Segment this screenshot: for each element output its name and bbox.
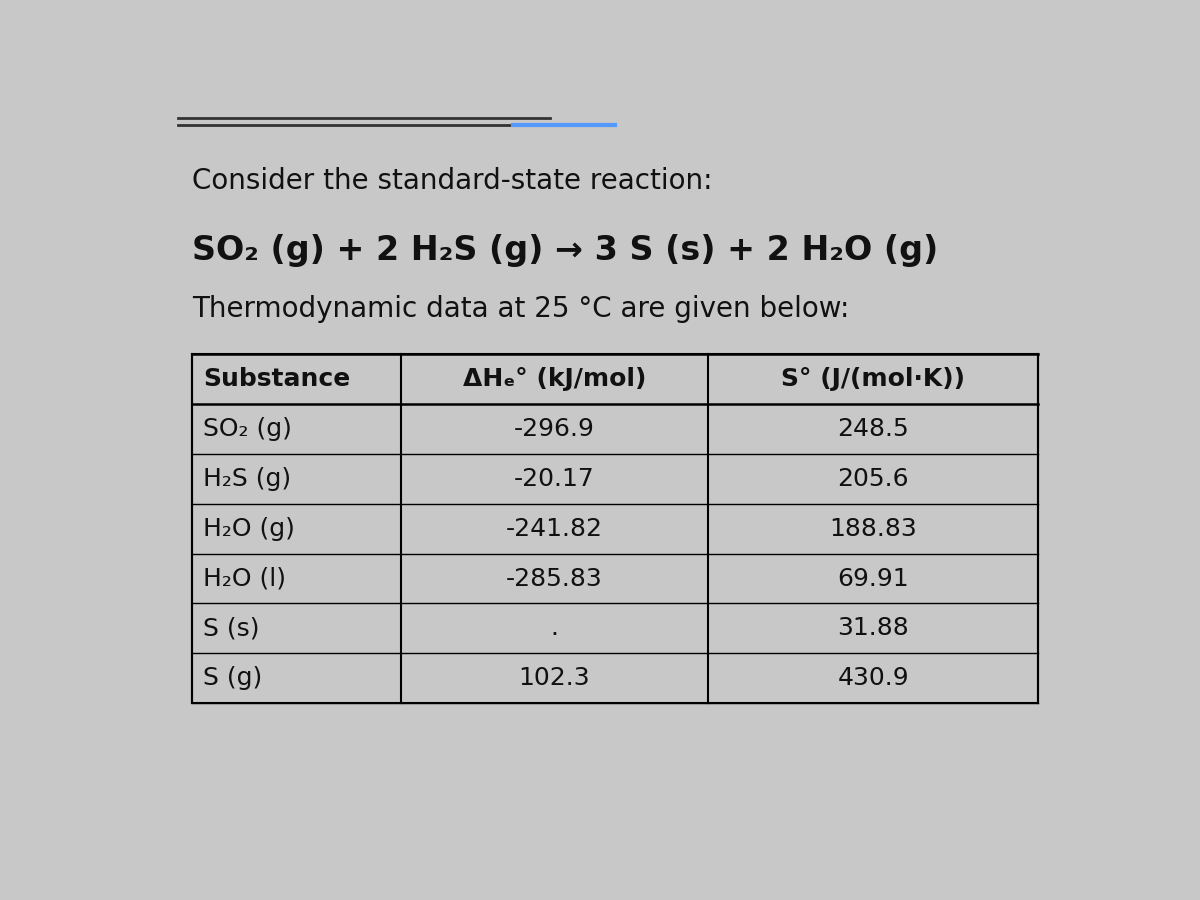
- Text: -296.9: -296.9: [514, 417, 595, 441]
- Text: Consider the standard-state reaction:: Consider the standard-state reaction:: [192, 166, 713, 194]
- Text: S° (J/(mol·K)): S° (J/(mol·K)): [781, 367, 965, 391]
- Text: 102.3: 102.3: [518, 666, 590, 690]
- Text: 248.5: 248.5: [838, 417, 908, 441]
- Text: H₂S (g): H₂S (g): [203, 467, 292, 491]
- Text: SO₂ (g): SO₂ (g): [203, 417, 292, 441]
- Text: .: .: [551, 616, 558, 641]
- Text: S (s): S (s): [203, 616, 259, 641]
- Text: 188.83: 188.83: [829, 517, 917, 541]
- Text: H₂O (g): H₂O (g): [203, 517, 295, 541]
- Text: 31.88: 31.88: [838, 616, 908, 641]
- Text: Thermodynamic data at 25 °C are given below:: Thermodynamic data at 25 °C are given be…: [192, 295, 850, 323]
- Text: 69.91: 69.91: [838, 566, 908, 590]
- Text: 430.9: 430.9: [838, 666, 908, 690]
- Text: H₂O (l): H₂O (l): [203, 566, 286, 590]
- Text: -241.82: -241.82: [506, 517, 604, 541]
- Text: 205.6: 205.6: [838, 467, 908, 491]
- Text: S (g): S (g): [203, 666, 263, 690]
- FancyBboxPatch shape: [192, 354, 1038, 703]
- Text: ΔHₑ° (kJ/mol): ΔHₑ° (kJ/mol): [463, 367, 647, 391]
- Text: -20.17: -20.17: [514, 467, 595, 491]
- Text: -285.83: -285.83: [506, 566, 602, 590]
- Text: SO₂ (g) + 2 H₂S (g) → 3 S (s) + 2 H₂O (g): SO₂ (g) + 2 H₂S (g) → 3 S (s) + 2 H₂O (g…: [192, 234, 938, 266]
- Text: Substance: Substance: [203, 367, 350, 391]
